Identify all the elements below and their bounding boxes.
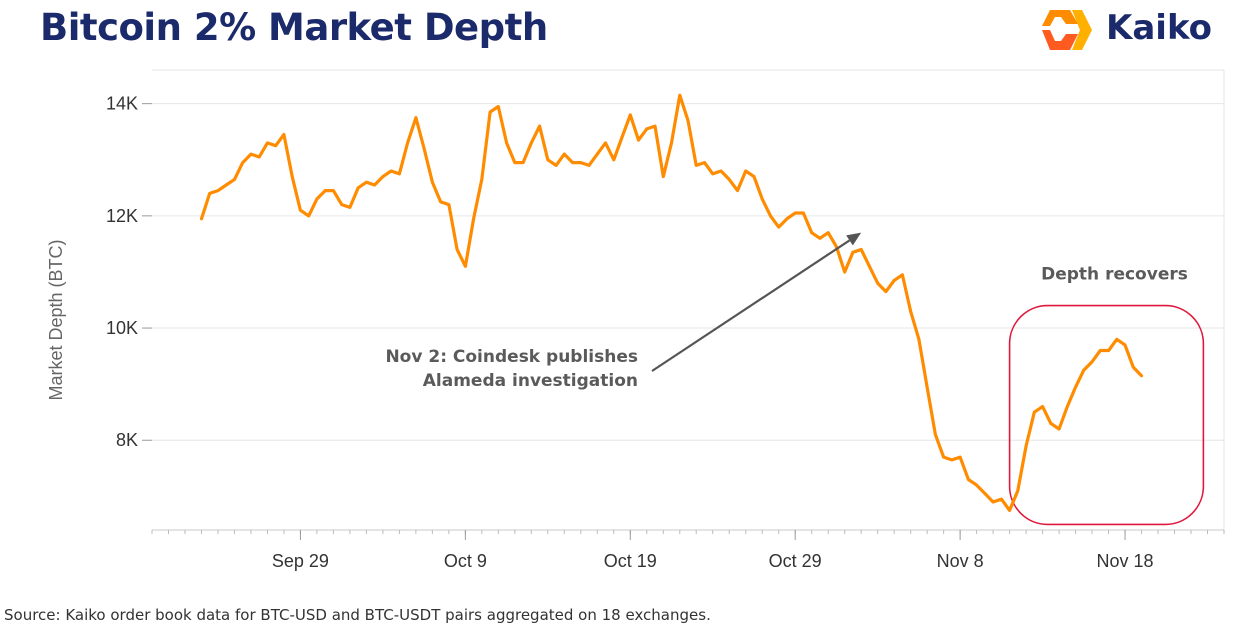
depth-recovers-box [1008, 304, 1205, 526]
annotation-nov2-line2: Alameda investigation [423, 371, 638, 391]
x-tick-label: Oct 9 [444, 551, 487, 571]
annotation-group: Nov 2: Coindesk publishes Alameda invest… [385, 232, 1188, 391]
grid-lines [152, 69, 1225, 530]
y-tick-label: 14K [106, 94, 138, 114]
y-axis: 8K 10K 12K 14K [106, 94, 152, 450]
annotation-nov2-line1: Nov 2: Coindesk publishes [385, 347, 638, 367]
y-tick-label: 10K [106, 318, 138, 338]
kaiko-hexagon-logo-icon [1042, 10, 1092, 50]
annotation-depth-recovers: Depth recovers [1041, 265, 1188, 285]
chart-area: Sep 29 Oct 9 Oct 19 Oct 29 Nov 8 Nov 18 8K 10K… [46, 69, 1225, 571]
x-tick-label: Oct 19 [604, 551, 657, 571]
annotation-arrow [651, 239, 851, 372]
x-axis: Sep 29 Oct 9 Oct 19 Oct 29 Nov 8 Nov 18 [151, 529, 1225, 571]
source-note: Source: Kaiko order book data for BTC-US… [4, 606, 711, 624]
x-tick-label: Nov 8 [937, 551, 984, 571]
logo-text: Kaiko [1106, 8, 1213, 48]
y-tick-label: 8K [116, 430, 138, 450]
x-tick-label: Sep 29 [272, 551, 329, 571]
y-tick-label: 12K [106, 206, 138, 226]
annotation-arrowhead [846, 232, 862, 246]
x-tick-label: Nov 18 [1097, 551, 1154, 571]
market-depth-line [199, 93, 1144, 512]
x-tick-label: Oct 29 [769, 551, 822, 571]
highlight-box-group [1008, 304, 1205, 526]
kaiko-logo: Kaiko [1036, 2, 1236, 58]
chart-title: Bitcoin 2% Market Depth [40, 6, 548, 49]
y-axis-title: Market Depth (BTC) [46, 239, 66, 400]
